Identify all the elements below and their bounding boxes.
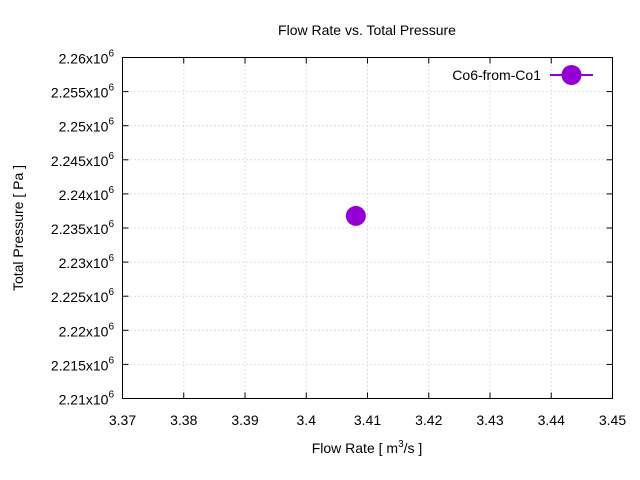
- x-tick-label: 3.42: [415, 412, 442, 428]
- x-axis-label: Flow Rate [ m3/s ]: [312, 439, 423, 456]
- chart-title: Flow Rate vs. Total Pressure: [278, 22, 456, 38]
- y-tick-label: 2.23x106: [59, 253, 115, 271]
- x-tick-label: 3.45: [599, 412, 626, 428]
- y-tick-label: 2.24x106: [59, 185, 115, 203]
- x-tick-labels: 3.37 3.38 3.39 3.4 3.41 3.42 3.43 3.44 3.45: [109, 412, 626, 428]
- legend: Co6-from-Co1: [452, 65, 593, 85]
- y-tick-label: 2.255x106: [51, 83, 115, 101]
- y-tick-label: 2.235x106: [51, 219, 115, 237]
- y-tick-label: 2.225x106: [51, 287, 115, 305]
- x-tick-label: 3.4: [297, 412, 317, 428]
- y-tick-label: 2.21x106: [59, 390, 115, 408]
- y-tick-label: 2.215x106: [51, 355, 115, 373]
- legend-marker: [561, 65, 582, 85]
- grid: [122, 57, 613, 399]
- y-axis-label: Total Pressure [ Pa ]: [10, 165, 26, 291]
- y-tick-label: 2.26x106: [59, 49, 115, 67]
- x-tick-label: 3.37: [109, 412, 136, 428]
- legend-label: Co6-from-Co1: [452, 67, 541, 83]
- x-tick-label: 3.44: [538, 412, 565, 428]
- data-point: [345, 205, 366, 226]
- plot-frame: [122, 57, 613, 399]
- y-tick-label: 2.25x106: [59, 117, 115, 135]
- y-tick-label: 2.22x106: [59, 321, 115, 339]
- y-tick-labels: 2.21x106 2.215x106 2.22x106 2.225x106 2.23x1…: [51, 49, 115, 408]
- x-tick-label: 3.43: [476, 412, 503, 428]
- x-tick-label: 3.41: [354, 412, 381, 428]
- data-points: [345, 205, 366, 226]
- x-tick-label: 3.39: [231, 412, 258, 428]
- y-tick-label: 2.245x106: [51, 151, 115, 169]
- x-tick-label: 3.38: [170, 412, 197, 428]
